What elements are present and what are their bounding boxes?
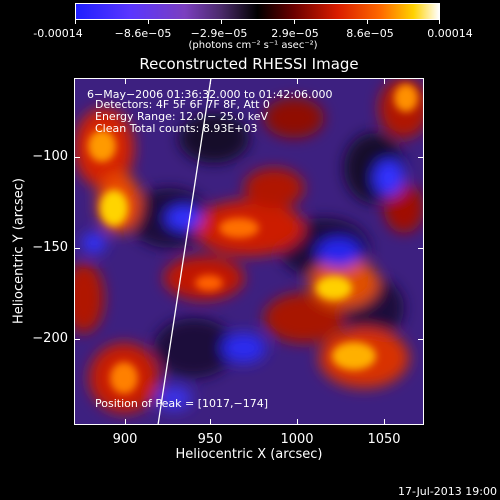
y-tick-label: −150 <box>32 240 68 255</box>
y-tick <box>74 339 80 340</box>
emission-map <box>74 78 424 425</box>
x-tick-label: 1000 <box>280 432 314 447</box>
colorbar-tick <box>439 20 440 24</box>
solar-limb-line <box>157 78 212 425</box>
colorbar <box>75 3 440 20</box>
image-panel: 6−May−2006 01:36:32.000 to 01:42:06.000 … <box>74 78 424 425</box>
x-tick <box>210 78 211 84</box>
y-tick-label: −100 <box>32 149 68 164</box>
info-total-counts: Clean Total counts: 8.93E+03 <box>95 122 258 135</box>
colorbar-label: -0.00014 <box>33 27 83 40</box>
x-tick <box>384 78 385 84</box>
y-tick <box>418 157 424 158</box>
x-tick <box>210 419 211 425</box>
info-energy-range: Energy Range: 12.0 − 25.0 keV <box>95 110 269 123</box>
footer-timestamp: 17-Jul-2013 19:00 <box>397 485 497 498</box>
colorbar-tick <box>75 20 76 24</box>
x-axis-label: Heliocentric X (arcsec) <box>175 447 323 462</box>
colorbar-label: 8.6e−05 <box>346 27 394 40</box>
y-tick <box>418 339 424 340</box>
info-time-range: 6−May−2006 01:36:32.000 to 01:42:06.000 <box>87 88 333 101</box>
x-tick-label: 900 <box>112 432 138 447</box>
colorbar-unit: (photons cm⁻² s⁻¹ asec⁻²) <box>188 40 318 51</box>
colorbar-label: 0.00014 <box>427 27 473 40</box>
x-tick <box>125 78 126 84</box>
colorbar-tick <box>367 20 368 24</box>
colorbar-label: 2.9e−05 <box>271 27 319 40</box>
y-axis-label: Heliocentric Y (arcsec) <box>11 178 27 324</box>
x-tick-label: 950 <box>197 432 223 447</box>
colorbar-label: −2.9e−05 <box>190 27 248 40</box>
x-tick-label: 1050 <box>367 432 401 447</box>
colorbar-label: −8.6e−05 <box>114 27 172 40</box>
colorbar-tick <box>294 20 295 24</box>
x-tick <box>384 419 385 425</box>
y-tick <box>74 248 80 249</box>
y-tick-label: −200 <box>32 331 68 346</box>
y-tick <box>74 157 80 158</box>
info-detectors: Detectors: 4F 5F 6F 7F 8F, Att 0 <box>95 98 270 111</box>
peak-position-label: Position of Peak = [1017,−174] <box>95 397 269 410</box>
x-tick <box>297 419 298 425</box>
colorbar-tick <box>221 20 222 24</box>
x-tick <box>297 78 298 84</box>
y-tick <box>418 248 424 249</box>
x-tick <box>125 419 126 425</box>
colorbar-tick <box>148 20 149 24</box>
plot-title: Reconstructed RHESSI Image <box>139 55 359 73</box>
